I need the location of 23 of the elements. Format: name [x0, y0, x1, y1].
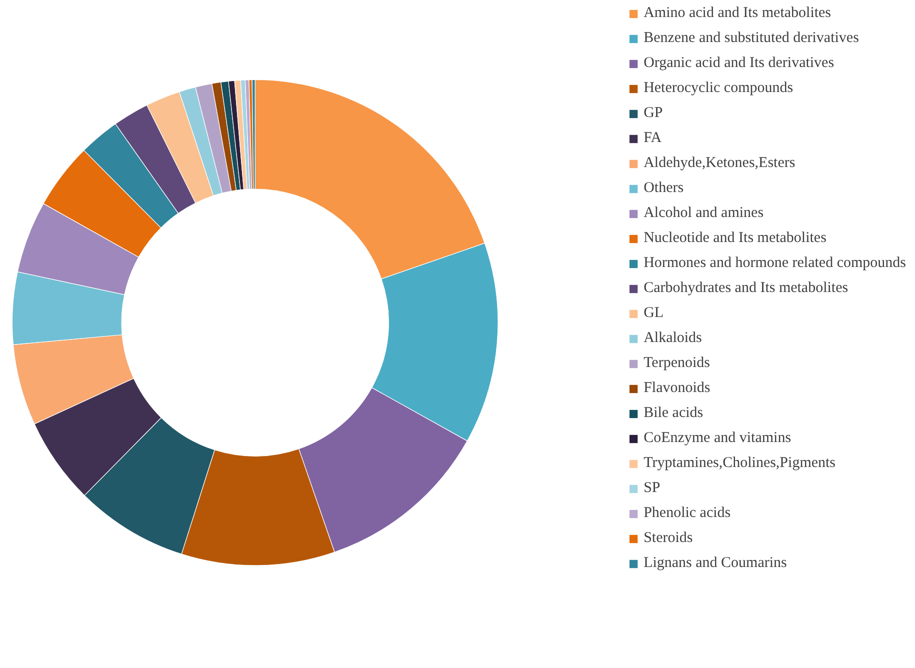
legend-label: SP	[644, 479, 662, 497]
legend-label: Lignans and Coumarins	[644, 554, 787, 572]
legend-label: Tryptamines,Cholines,Pigments	[644, 454, 836, 472]
legend-label: Benzene and substituted derivatives	[644, 29, 859, 47]
legend-label: Carbohydrates and Its metabolites	[644, 279, 848, 297]
legend-label: Terpenoids	[644, 354, 710, 372]
legend-label: FA	[644, 129, 663, 147]
legend-label: Others	[644, 179, 684, 197]
legend-label: GP	[644, 104, 664, 122]
legend-label: Alcohol and amines	[644, 204, 764, 222]
legend-label: Heterocyclic compounds	[644, 79, 794, 97]
legend-label: CoEnzyme and vitamins	[644, 429, 792, 447]
legend-label: Hormones and hormone related compounds	[644, 254, 906, 272]
legend-label: Nucleotide and Its metabolites	[644, 229, 826, 247]
legend-label: Aldehyde,Ketones,Esters	[644, 154, 796, 172]
legend-label: Steroids	[644, 529, 693, 547]
legend-label: GL	[644, 304, 664, 322]
legend-label: Amino acid and Its metabolites	[644, 4, 832, 22]
legend-label: Phenolic acids	[644, 504, 731, 522]
legend-label: Bile acids	[644, 404, 704, 422]
legend-label: Flavonoids	[644, 379, 710, 397]
legend-label: Organic acid and Its derivatives	[644, 54, 834, 72]
legend-label: Alkaloids	[644, 329, 702, 347]
